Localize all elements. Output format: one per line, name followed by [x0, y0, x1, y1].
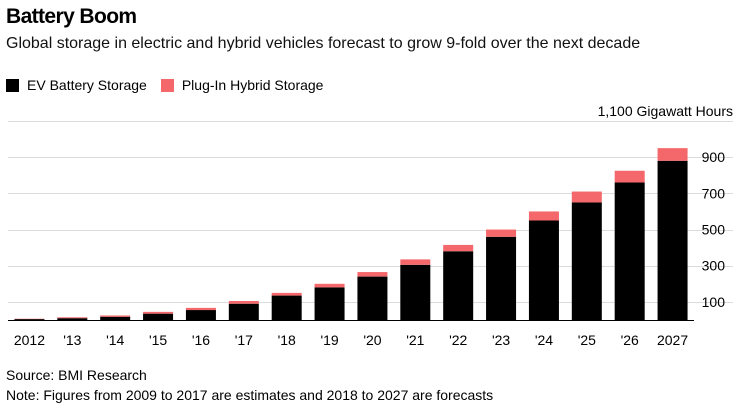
bar-ev: [314, 287, 345, 320]
bar-ev: [143, 313, 174, 320]
bar-ev: [443, 251, 474, 320]
legend-swatch-phev: [160, 78, 174, 92]
x-tick-label: '13: [63, 332, 81, 348]
bar-phev: [314, 283, 345, 288]
bar-phev: [571, 191, 602, 203]
bar-ev: [657, 160, 688, 320]
bar-ev: [614, 182, 645, 320]
bar-phev: [57, 317, 88, 319]
legend-label-phev: Plug-In Hybrid Storage: [181, 77, 324, 93]
bar-phev: [528, 211, 559, 221]
legend-swatch-ev: [6, 78, 19, 92]
y-tick-label: 100: [702, 294, 726, 310]
bar-phev: [228, 301, 259, 304]
bar-ev: [486, 236, 517, 320]
bar-phev: [657, 148, 688, 161]
bar-phev: [486, 229, 517, 237]
x-axis-ticks: 2012 '13 '14 '15 '16 '17 '18 '19 '20 '21 '22 '23 '24…: [14, 332, 688, 348]
bar-phev: [143, 311, 174, 314]
x-tick-label: '20: [363, 332, 381, 348]
chart-title: Battery Boom: [6, 5, 137, 28]
y-axis-ticks: 100 300 500 700 900 1,100 Gigawatt Hours: [598, 103, 733, 310]
y-axis-top-label: 1,100 Gigawatt Hours: [598, 103, 733, 119]
y-tick-label: 900: [702, 149, 726, 165]
legend-label-ev: EV Battery Storage: [27, 77, 147, 93]
y-tick-label: 700: [702, 185, 726, 201]
x-tick-label: 2027: [657, 332, 688, 348]
legend: EV Battery Storage Plug-In Hybrid Storag…: [6, 77, 337, 93]
x-tick-label: '15: [149, 332, 167, 348]
y-tick-label: 500: [702, 222, 726, 238]
x-tick-label: '19: [320, 332, 338, 348]
x-tick-label: '22: [449, 332, 467, 348]
legend-item-phev: Plug-In Hybrid Storage: [160, 77, 324, 93]
y-tick-label: 300: [702, 258, 726, 274]
x-tick-label: '24: [535, 332, 553, 348]
bar-ev: [14, 319, 45, 320]
bars: [8, 148, 694, 321]
bar-ev: [571, 202, 602, 320]
chart-subtitle: Global storage in electric and hybrid ve…: [6, 35, 641, 52]
bar-phev: [614, 170, 645, 183]
bar-ev: [271, 295, 302, 320]
x-tick-label: '17: [235, 332, 253, 348]
x-tick-label: 2012: [14, 332, 45, 348]
bar-phev: [400, 259, 431, 265]
x-tick-label: '26: [621, 332, 639, 348]
x-tick-label: '16: [192, 332, 210, 348]
x-tick-label: '23: [492, 332, 510, 348]
bar-phev: [271, 292, 302, 296]
bar-ev: [185, 310, 216, 320]
bar-ev: [528, 220, 559, 320]
footnote: Note: Figures from 2009 to 2017 are esti…: [6, 387, 494, 403]
bar-phev: [185, 307, 216, 311]
bar-phev: [443, 244, 474, 252]
bar-ev: [228, 303, 259, 320]
bar-ev: [400, 264, 431, 320]
grid-lines: [8, 121, 733, 303]
bar-ev: [100, 316, 131, 320]
source-note: Source: BMI Research: [6, 367, 147, 383]
bar-phev: [357, 272, 388, 277]
bar-phev: [100, 315, 131, 317]
x-tick-label: '14: [106, 332, 124, 348]
x-tick-label: '18: [278, 332, 296, 348]
x-tick-label: '21: [406, 332, 424, 348]
bar-ev: [57, 318, 88, 320]
x-tick-label: '25: [578, 332, 596, 348]
legend-item-ev: EV Battery Storage: [6, 77, 147, 93]
bar-ev: [357, 276, 388, 320]
